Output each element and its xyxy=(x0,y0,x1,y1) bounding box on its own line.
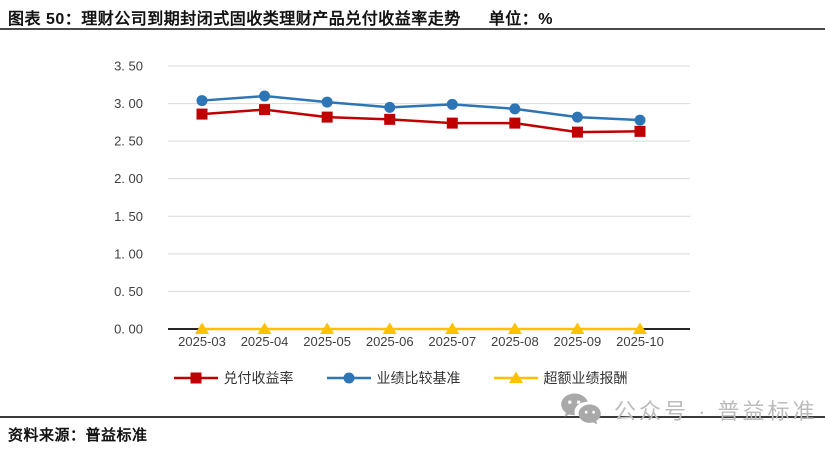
data-point-square xyxy=(446,117,458,129)
series-line-benchmark xyxy=(201,94,641,122)
data-point-square xyxy=(634,125,646,137)
y-tick-label: 1. 50 xyxy=(114,209,143,224)
x-tick-label: 2025-03 xyxy=(178,334,226,349)
data-point-square xyxy=(196,108,208,120)
y-tick-label: 3. 50 xyxy=(114,59,143,74)
x-tick-label: 2025-04 xyxy=(241,334,289,349)
bottom-divider xyxy=(0,416,825,418)
figure-title-row: 图表 50：理财公司到期封闭式固收类理财产品兑付收益率走势 单位：% xyxy=(8,5,553,29)
legend-triangle-icon xyxy=(493,371,538,383)
y-tick-label: 2. 00 xyxy=(114,171,143,186)
data-point-circle xyxy=(321,96,333,108)
source-text: 资料来源：普益标准 xyxy=(8,427,148,444)
data-point-triangle xyxy=(445,322,460,334)
data-point-triangle xyxy=(507,322,522,334)
y-tick-label: 1. 00 xyxy=(114,246,143,261)
data-point-square xyxy=(259,104,271,116)
legend-item-benchmark: 业绩比较基准 xyxy=(326,368,461,388)
data-point-circle xyxy=(571,111,583,123)
data-point-triangle xyxy=(382,322,397,334)
data-point-circle xyxy=(384,101,396,113)
data-point-circle xyxy=(446,98,458,110)
legend-circle-icon xyxy=(326,372,371,384)
legend-item-payout-yield: 兑付收益率 xyxy=(173,368,294,388)
y-tick-label: 0. 50 xyxy=(114,284,143,299)
line-chart: 0. 00 0. 50 1. 00 1. 50 2. 00 2. 50 3. 00 3. 50… xyxy=(114,59,690,349)
legend-square-icon xyxy=(173,372,218,384)
legend-item-excess-return: 超额业绩报酬 xyxy=(493,368,628,388)
series-benchmark xyxy=(196,90,646,126)
legend-label: 兑付收益率 xyxy=(223,370,294,386)
data-point-square xyxy=(571,126,583,138)
data-point-square xyxy=(384,113,396,125)
data-point-circle xyxy=(343,372,354,384)
data-point-square xyxy=(321,111,333,123)
series-line-payout-yield xyxy=(201,108,641,134)
wechat-icon xyxy=(561,393,601,425)
legend-label: 超额业绩报酬 xyxy=(543,370,628,386)
watermark: 公众号 · 普益标准 xyxy=(560,392,818,428)
data-point-circle xyxy=(259,90,271,102)
chart-legend: 兑付收益率 业绩比较基准 超额业绩报酬 xyxy=(0,368,800,388)
y-tick-label: 2. 50 xyxy=(114,134,143,149)
y-tick-label: 0. 00 xyxy=(114,322,143,337)
top-divider xyxy=(0,28,825,30)
series-payout-yield xyxy=(196,104,646,138)
data-point-triangle xyxy=(195,322,209,334)
data-point-triangle xyxy=(508,371,523,383)
data-point-circle xyxy=(634,114,646,126)
y-tick-label: 3. 00 xyxy=(114,96,143,111)
data-point-triangle xyxy=(320,322,335,334)
x-tick-label: 2025-08 xyxy=(491,334,539,349)
watermark-text: 公众号 · 普益标准 xyxy=(614,399,818,424)
data-point-square xyxy=(190,372,201,384)
data-point-triangle xyxy=(570,322,585,334)
unit-label: 单位：% xyxy=(488,11,553,28)
x-tick-label: 2025-07 xyxy=(428,334,476,349)
data-point-circle xyxy=(196,95,208,107)
data-point-triangle xyxy=(257,322,272,334)
x-tick-label: 2025-05 xyxy=(303,334,351,349)
data-point-triangle xyxy=(632,322,647,334)
x-tick-label: 2025-09 xyxy=(554,334,602,349)
x-tick-label: 2025-10 xyxy=(616,334,664,349)
legend-label: 业绩比较基准 xyxy=(376,370,461,386)
figure-title: 图表 50：理财公司到期封闭式固收类理财产品兑付收益率走势 xyxy=(8,11,461,28)
x-tick-label: 2025-06 xyxy=(366,334,414,349)
series-excess-return xyxy=(195,322,647,334)
data-point-square xyxy=(509,117,521,129)
data-point-circle xyxy=(509,103,521,115)
